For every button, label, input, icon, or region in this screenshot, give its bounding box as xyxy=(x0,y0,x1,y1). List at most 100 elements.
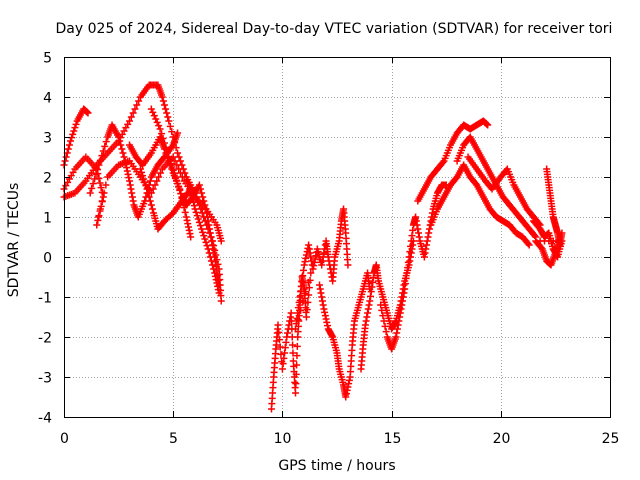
data-point xyxy=(525,241,533,249)
data-point xyxy=(293,361,301,369)
data-point xyxy=(160,145,168,153)
data-point xyxy=(136,165,144,173)
data-point xyxy=(117,141,125,149)
axis-ticks xyxy=(64,57,611,418)
data-point xyxy=(162,149,170,157)
x-tick-label: 5 xyxy=(169,431,178,447)
data-point xyxy=(135,97,143,105)
data-point xyxy=(210,265,218,273)
data-point xyxy=(199,193,207,201)
data-point xyxy=(89,180,97,188)
data-point xyxy=(158,93,166,101)
data-point xyxy=(133,101,141,109)
data-point xyxy=(173,161,181,169)
data-point xyxy=(129,109,137,117)
data-point xyxy=(140,175,148,183)
y-tick-label: 1 xyxy=(43,211,52,227)
data-point xyxy=(178,173,186,181)
y-tick-label: 3 xyxy=(43,131,52,147)
data-point xyxy=(164,113,172,121)
data-point xyxy=(91,175,99,183)
x-tick-label: 10 xyxy=(274,431,292,447)
data-point xyxy=(65,141,73,149)
data-point xyxy=(206,253,214,261)
data-point xyxy=(175,165,183,173)
data-point xyxy=(165,157,173,165)
data-point xyxy=(204,245,212,253)
y-tick-label: -4 xyxy=(38,411,52,427)
data-point xyxy=(304,278,312,286)
data-point xyxy=(64,145,72,153)
data-point xyxy=(178,194,186,202)
y-tick-label: -2 xyxy=(38,331,52,347)
chart-title: Day 025 of 2024, Sidereal Day-to-day VTE… xyxy=(56,21,613,37)
x-axis-label: GPS time / hours xyxy=(278,458,395,474)
data-point xyxy=(162,105,170,113)
data-point xyxy=(97,184,105,192)
data-point xyxy=(199,228,207,236)
data-point xyxy=(102,181,110,189)
data-point xyxy=(293,342,301,350)
data-point xyxy=(275,336,283,344)
data-point xyxy=(159,97,167,105)
data-point xyxy=(168,165,176,173)
data-point xyxy=(299,297,307,305)
x-tick-label: 15 xyxy=(384,431,402,447)
data-point xyxy=(302,313,310,321)
data-point xyxy=(138,168,146,176)
data-point xyxy=(145,193,153,201)
y-tick-label: 4 xyxy=(43,91,52,107)
data-point xyxy=(201,201,209,209)
data-point xyxy=(215,289,223,297)
data-point xyxy=(165,117,173,125)
data-point xyxy=(147,201,155,209)
data-point xyxy=(201,235,209,243)
data-point xyxy=(86,189,94,197)
data-point xyxy=(127,113,135,121)
data-point xyxy=(168,128,176,136)
data-point xyxy=(142,182,150,190)
y-tick-label: 2 xyxy=(43,171,52,187)
data-point xyxy=(292,380,300,388)
x-tick-label: 25 xyxy=(602,431,620,447)
data-point xyxy=(150,112,158,120)
data-point xyxy=(84,109,92,117)
data-point xyxy=(156,169,164,177)
data-point xyxy=(131,105,139,113)
data-point xyxy=(558,229,566,237)
data-point xyxy=(115,133,123,141)
data-point xyxy=(67,137,75,145)
data-point xyxy=(120,153,128,161)
y-tick-label: 0 xyxy=(43,251,52,267)
data-point xyxy=(179,199,187,207)
data-point xyxy=(531,232,539,240)
data-point xyxy=(202,238,210,246)
data-point xyxy=(198,225,206,233)
data-point xyxy=(198,189,206,197)
data-point xyxy=(439,158,447,166)
data-point xyxy=(294,316,302,324)
x-tick-label: 0 xyxy=(60,431,69,447)
data-point xyxy=(274,321,282,329)
data-point xyxy=(381,322,389,330)
data-point xyxy=(153,177,161,185)
data-point xyxy=(144,189,152,197)
data-point xyxy=(187,233,195,241)
data-point xyxy=(99,147,107,155)
y-axis-label: SDTVAR / TECUs xyxy=(6,183,22,298)
data-point xyxy=(292,389,300,397)
data-point xyxy=(148,205,156,213)
data-point xyxy=(195,181,203,189)
data-point xyxy=(96,179,104,187)
data-point xyxy=(197,222,204,230)
data-point xyxy=(146,197,154,205)
data-point xyxy=(205,249,213,257)
data-point xyxy=(139,172,147,180)
data-point xyxy=(146,177,154,185)
data-point xyxy=(524,240,532,248)
data-point xyxy=(102,138,110,146)
data-point xyxy=(70,127,78,135)
y-tick-label: -3 xyxy=(38,371,52,387)
data-point xyxy=(180,204,188,212)
data-point xyxy=(176,169,184,177)
